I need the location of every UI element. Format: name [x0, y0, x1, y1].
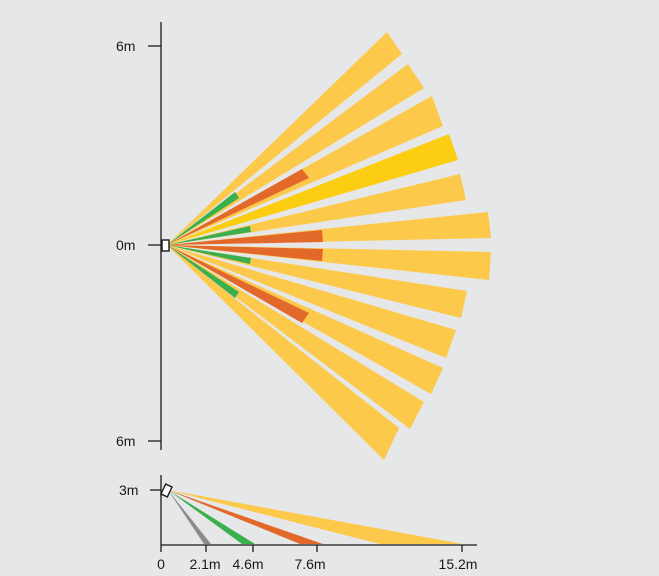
- side-beam-long: [168, 490, 463, 544]
- orange-beam-center-lower: [167, 245, 323, 261]
- top-view-label-center: 0m: [116, 237, 135, 253]
- beam-12: [167, 245, 399, 460]
- beam-7: [167, 245, 491, 280]
- side-view: 3m 0 2.1m 4.6m 7.6m 15.2m: [119, 475, 477, 572]
- beam-4: [167, 134, 458, 245]
- distance-label-7-6m: 7.6m: [294, 556, 325, 572]
- green-beam-center-upper: [167, 226, 251, 245]
- side-beam-orange: [168, 490, 323, 544]
- orange-beam-lower: [167, 245, 309, 323]
- distance-label-2-1m: 2.1m: [189, 556, 220, 572]
- beam-1: [167, 32, 402, 245]
- green-beam-lower: [167, 245, 239, 298]
- side-beam-green: [168, 490, 255, 544]
- distance-label-0: 0: [157, 556, 165, 572]
- green-beam-upper: [167, 192, 239, 245]
- distance-label-15-2m: 15.2m: [439, 556, 478, 572]
- top-view-mid-beams: [167, 169, 323, 323]
- sensor-icon: [161, 239, 170, 252]
- beam-6: [167, 212, 491, 245]
- beam-5: [167, 174, 466, 245]
- orange-beam-upper: [167, 169, 309, 245]
- side-beam-grey: [168, 490, 211, 544]
- side-view-height-label: 3m: [119, 482, 138, 498]
- beam-8: [167, 245, 467, 318]
- beam-9: [167, 245, 456, 358]
- distance-label-4-6m: 4.6m: [232, 556, 263, 572]
- side-sensor-icon: [160, 483, 173, 498]
- green-beam-center-lower: [167, 245, 251, 264]
- top-view-short-beams: [167, 192, 251, 298]
- top-view: 6m 0m 6m: [116, 22, 491, 460]
- top-view-label-top: 6m: [116, 38, 135, 54]
- orange-beam-center-upper: [167, 230, 323, 245]
- top-view-label-bottom: 6m: [116, 433, 135, 449]
